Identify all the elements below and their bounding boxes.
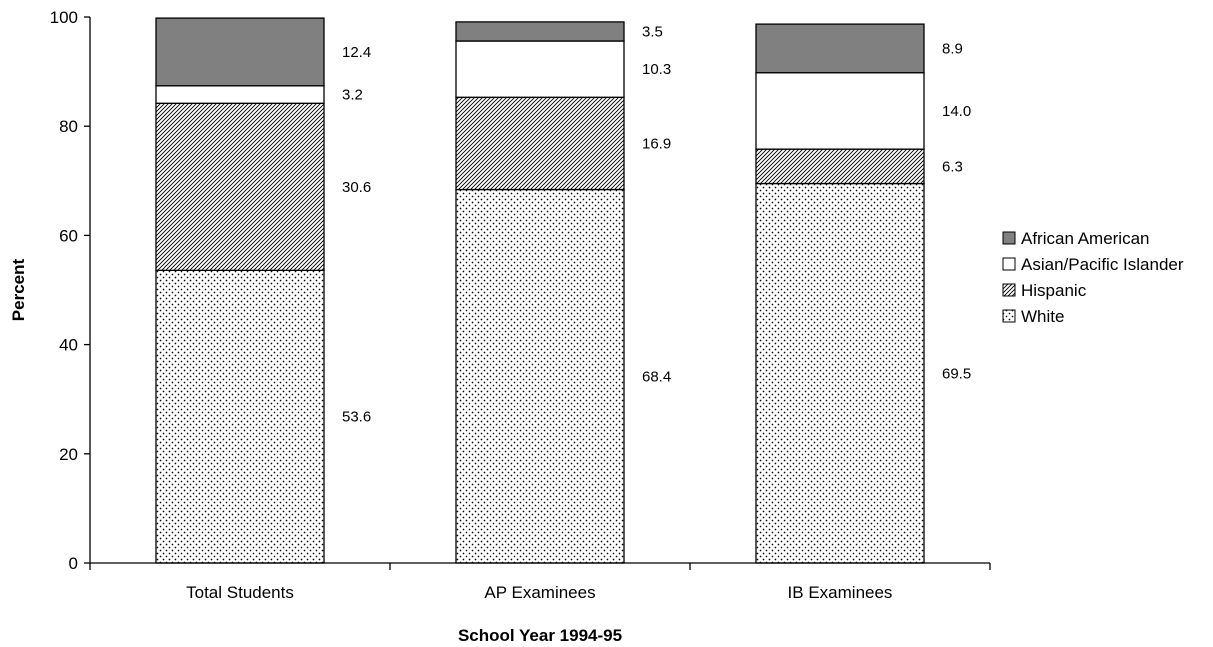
bar-ib-examinees-african-american [755,23,925,74]
y-tick-label: 80 [59,117,78,136]
bar-ap-examinees-african-american [455,21,625,42]
data-label-ib-examinees-asian-pacific-islander: 14.0 [942,103,971,120]
data-label-total-students-african-american: 12.4 [342,44,371,61]
bars-group [155,17,925,564]
legend-swatch-african-american [1002,231,1016,245]
data-labels-group: 53.6 30.6 3.2 12.4 Total Students 68.4 16.9 10.… [186,23,971,602]
data-label-ib-examinees-white: 69.5 [942,365,971,382]
data-label-total-students-asian-pacific-islander: 3.2 [342,87,363,104]
y-tick-label: 0 [69,554,78,573]
y-axis-title: Percent [9,258,28,321]
x-tick-label-total-students: Total Students [186,583,294,602]
bar-total-students-african-american [155,17,325,87]
bar-ib-examinees-white [755,182,925,564]
bar-ib-examinees-asian-pacific-islander [755,72,925,150]
bar-ib-examinees-hispanic [755,148,925,185]
legend-label-african-american: African American [1021,229,1150,248]
legend-label-asian-pacific-islander: Asian/Pacific Islander [1021,255,1184,274]
data-label-ap-examinees-african-american: 3.5 [642,23,663,40]
bar-total-students-white [155,269,325,564]
x-tick-label-ib-examinees: IB Examinees [788,583,893,602]
bar-ap-examinees-white [455,188,625,564]
bar-ap-examinees-asian-pacific-islander [455,40,625,98]
axes-group: 0 20 40 60 80 100 [50,8,991,573]
legend-swatch-hispanic [1002,283,1016,297]
data-label-ib-examinees-hispanic: 6.3 [942,158,963,175]
y-tick-label: 60 [59,226,78,245]
legend-label-white: White [1021,307,1064,326]
data-label-ap-examinees-asian-pacific-islander: 10.3 [642,61,671,78]
bar-total-students-asian-pacific-islander [155,85,325,104]
legend: African American Asian/Pacific Islander Hi… [1002,229,1184,326]
bar-total-students-hispanic [155,102,325,271]
data-label-ap-examinees-hispanic: 16.9 [642,135,671,152]
x-axis-title: School Year 1994-95 [458,626,622,645]
data-label-ap-examinees-white: 68.4 [642,368,671,385]
y-tick-label: 100 [50,8,78,27]
x-tick-label-ap-examinees: AP Examinees [484,583,595,602]
y-tick-label: 40 [59,336,78,355]
bar-ap-examinees-hispanic [455,96,625,191]
data-label-total-students-hispanic: 30.6 [342,179,371,196]
legend-swatch-asian-pacific-islander [1002,257,1016,271]
data-label-total-students-white: 53.6 [342,409,371,426]
data-label-ib-examinees-african-american: 8.9 [942,40,963,57]
legend-label-hispanic: Hispanic [1021,281,1087,300]
y-tick-label: 20 [59,445,78,464]
legend-swatch-white [1002,309,1016,323]
